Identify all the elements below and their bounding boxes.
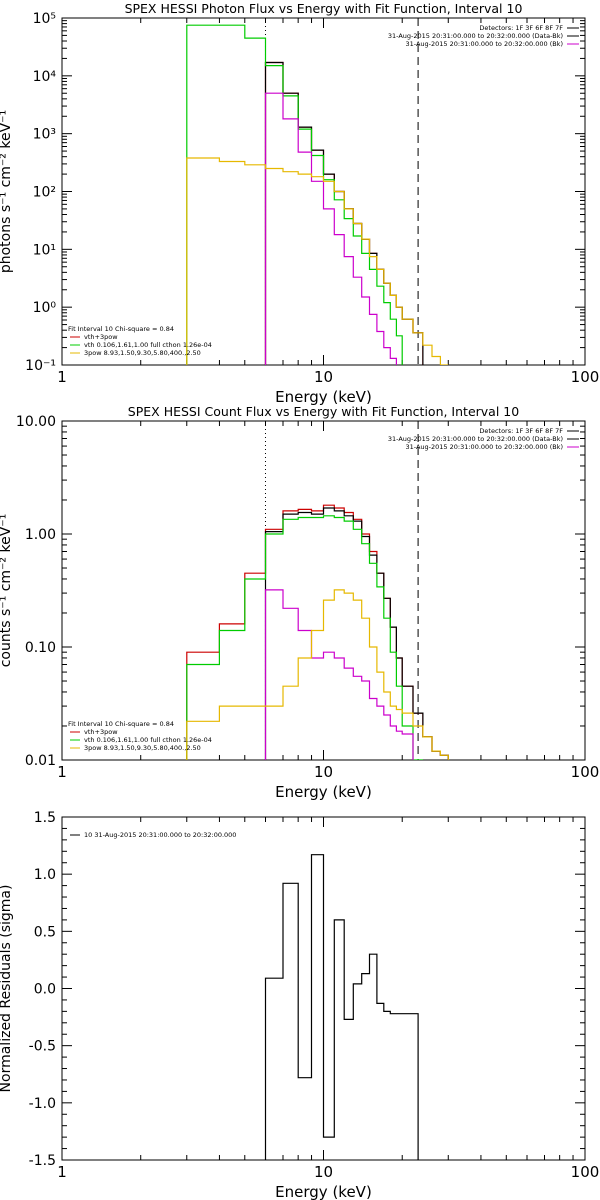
x-tick-label: 1 [57, 1163, 67, 1181]
legend-entry: Fit Interval 10 Chi-square = 0.84 [68, 720, 174, 728]
chart-panel-1: 1 10 100 10⁻¹ 10⁰ 10¹ 10² 10³ 10⁴ 10⁵ SPEX HESSI P… [0, 1, 599, 406]
y-tick-label: 1.5 [34, 810, 56, 826]
y-tick-label: 0.0 [34, 982, 56, 998]
series-line-5 [186, 589, 449, 760]
header-line: Detectors: 1F 3F 6F 8F 7F [479, 24, 563, 32]
x-tick-label: 10 [314, 763, 333, 781]
x-axis-label: Energy (keV) [275, 1183, 372, 1200]
y-tick-label: 10⁻¹ [25, 358, 56, 374]
legend-entry: vth+3pow [84, 333, 118, 341]
y-tick-label: 10⁴ [33, 69, 57, 85]
y-axis-label: counts s⁻¹ cm⁻² keV⁻¹ [0, 514, 14, 668]
series-line-2 [264, 507, 449, 760]
y-tick-label: -0.5 [29, 1039, 56, 1055]
header-line: 31-Aug-2015 20:31:00.000 to 20:32:00.000… [406, 40, 563, 48]
y-tick-label: 0.5 [34, 924, 56, 940]
x-tick-label: 100 [571, 763, 600, 781]
y-tick-label: 0.01 [25, 753, 56, 769]
chart-panel-3: 1 10 100 -1.5 -1.0 -0.5 0.0 0.5 1.0 1.5 Energy (ke… [0, 810, 599, 1200]
legend-entry: 3pow 8.93,1.50,9.30,5.80,400.,2.50 [84, 744, 201, 752]
header-line: 31-Aug-2015 20:31:00.000 to 20:32:00.000… [406, 443, 563, 451]
y-tick-label: 1.0 [34, 867, 56, 883]
x-tick-label: 100 [571, 368, 600, 386]
x-axis-label: Energy (keV) [275, 388, 372, 406]
y-tick-label: -1.5 [29, 1153, 56, 1169]
y-axis-label: Normalized Residuals (sigma) [0, 885, 14, 1093]
x-tick-label: 1 [57, 763, 67, 781]
y-tick-label: 10⁵ [33, 11, 56, 27]
y-tick-label: 10⁰ [33, 300, 57, 316]
y-tick-label: 10² [33, 185, 56, 201]
legend-entry: 3pow 8.93,1.50,9.30,5.80,400.,2.50 [84, 349, 201, 357]
legend-entry: Fit Interval 10 Chi-square = 0.84 [68, 325, 174, 333]
x-tick-label: 100 [571, 1163, 600, 1181]
x-tick-label: 10 [314, 368, 333, 386]
chart-title: SPEX HESSI Photon Flux vs Energy with Fi… [125, 1, 523, 16]
series-line-1 [264, 854, 419, 1160]
series-line-5 [186, 157, 449, 365]
y-tick-label: 10¹ [33, 242, 56, 258]
header-line: 31-Aug-2015 20:31:00.000 to 20:32:00.000… [388, 32, 563, 40]
y-tick-label: 10.00 [16, 414, 56, 430]
header-line: 31-Aug-2015 20:31:00.000 to 20:32:00.000… [388, 435, 563, 443]
x-tick-label: 1 [57, 368, 67, 386]
y-axis-label: photons s⁻¹ cm⁻² keV⁻¹ [0, 110, 14, 273]
x-axis-label: Energy (keV) [275, 783, 372, 801]
series-line-1 [186, 504, 449, 760]
chart-title: SPEX HESSI Count Flux vs Energy with Fit… [128, 404, 519, 419]
y-tick-label: 0.10 [25, 640, 56, 656]
legend-entry: vth+3pow [84, 728, 118, 736]
legend-entry: vth 0.106,1.61,1.00 full cthon 1.26e-04 [84, 736, 212, 744]
series-line-4 [264, 92, 397, 365]
y-tick-label: 10³ [33, 127, 56, 143]
plot-frame [61, 420, 586, 761]
x-tick-label: 10 [314, 1163, 333, 1181]
y-tick-label: -1.0 [29, 1096, 56, 1112]
legend-entry: 10 31-Aug-2015 20:31:00.000 to 20:32:00.… [84, 831, 236, 839]
legend-entry: vth 0.106,1.61,1.00 full cthon 1.26e-04 [84, 341, 212, 349]
series-line-3 [186, 515, 423, 760]
y-tick-label: 1.00 [25, 527, 56, 543]
chart-panel-2: 1 10 100 0.01 0.10 1.00 10.00 SPEX HESSI Count … [0, 404, 599, 801]
series-line-4 [264, 589, 414, 760]
header-line: Detectors: 1F 3F 6F 8F 7F [479, 427, 563, 435]
